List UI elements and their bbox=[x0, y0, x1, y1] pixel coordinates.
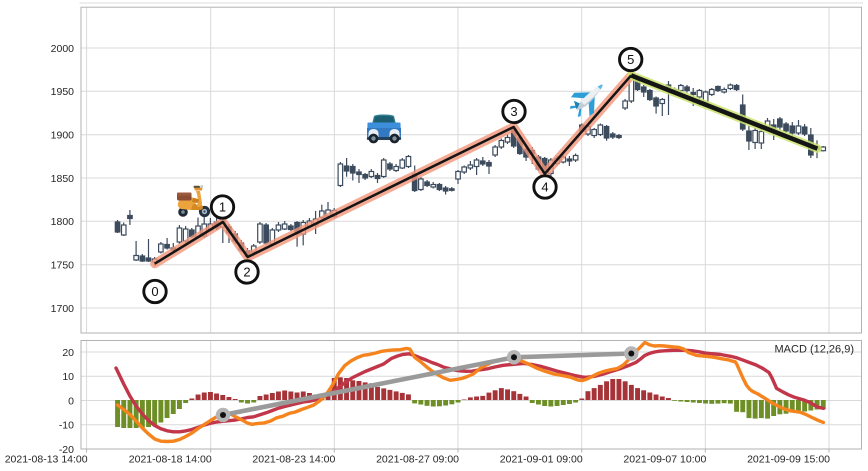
svg-text:2: 2 bbox=[243, 264, 250, 279]
svg-text:1700: 1700 bbox=[51, 303, 75, 315]
svg-text:4: 4 bbox=[541, 179, 548, 194]
svg-text:5: 5 bbox=[627, 52, 634, 67]
svg-text:2021-09-09 15:00: 2021-09-09 15:00 bbox=[747, 454, 830, 466]
svg-text:2021-08-18 14:00: 2021-08-18 14:00 bbox=[129, 454, 212, 466]
svg-text:0: 0 bbox=[68, 395, 74, 407]
svg-text:2021-09-01 09:00: 2021-09-01 09:00 bbox=[500, 454, 583, 466]
svg-text:20: 20 bbox=[62, 347, 74, 359]
svg-text:1: 1 bbox=[219, 199, 226, 214]
svg-text:1900: 1900 bbox=[51, 130, 75, 142]
svg-text:-10: -10 bbox=[59, 420, 74, 432]
svg-text:0: 0 bbox=[151, 284, 158, 299]
svg-text:-20: -20 bbox=[59, 444, 74, 456]
svg-text:1750: 1750 bbox=[51, 260, 75, 272]
svg-text:2021-08-27 09:00: 2021-08-27 09:00 bbox=[376, 454, 459, 466]
svg-text:1800: 1800 bbox=[51, 216, 75, 228]
svg-text:10: 10 bbox=[62, 371, 74, 383]
svg-text:2021-08-23 14:00: 2021-08-23 14:00 bbox=[252, 454, 335, 466]
svg-text:3: 3 bbox=[510, 104, 517, 119]
svg-text:2000: 2000 bbox=[51, 43, 75, 55]
svg-text:2021-08-13 14:00: 2021-08-13 14:00 bbox=[5, 454, 88, 466]
svg-text:2021-09-07 10:00: 2021-09-07 10:00 bbox=[623, 454, 706, 466]
svg-text:1950: 1950 bbox=[51, 86, 75, 98]
svg-text:MACD (12,26,9): MACD (12,26,9) bbox=[775, 344, 854, 356]
svg-text:1850: 1850 bbox=[51, 173, 75, 185]
